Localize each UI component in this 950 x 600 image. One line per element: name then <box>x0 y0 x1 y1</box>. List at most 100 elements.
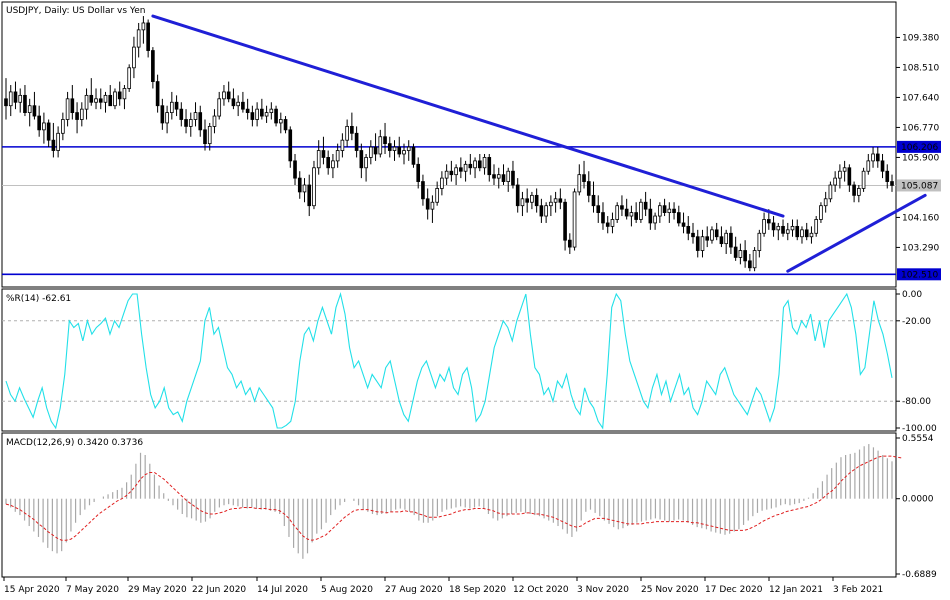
x-tick-label: 12 Jan 2021 <box>769 585 823 595</box>
candle-body <box>615 205 620 220</box>
candle-body <box>828 184 833 200</box>
candle-body <box>288 129 293 162</box>
current-price-tag: 105.087 <box>901 181 938 191</box>
candle-body <box>833 177 837 186</box>
candle-body <box>852 184 856 196</box>
price-axis: 109.380 108.510 107.640 106.770 105.900 104.1… <box>896 33 939 253</box>
macd-title: MACD(12,26,9) 0.3420 0.3736 <box>6 438 143 448</box>
candle-body <box>686 225 691 234</box>
candle-body <box>743 250 747 262</box>
macd-signal-line <box>5 455 902 541</box>
candle-body <box>207 125 212 145</box>
candle-body <box>18 94 23 103</box>
price-tick-label: 105.900 <box>902 153 939 163</box>
candle-body <box>27 105 32 114</box>
candle-body <box>302 184 307 193</box>
candle-body <box>212 115 217 127</box>
candle-body <box>260 108 264 117</box>
candle-body <box>155 81 160 107</box>
candle-body <box>359 150 364 169</box>
trendline-ascending <box>786 193 927 273</box>
candle-body <box>103 94 108 103</box>
candle-body <box>496 174 501 179</box>
candle-body <box>364 157 368 169</box>
candle-body <box>397 146 402 155</box>
candle-body <box>539 205 544 217</box>
candle-body <box>473 160 477 169</box>
candle-body <box>800 229 804 238</box>
x-tick-label: 5 Aug 2020 <box>321 585 373 595</box>
macd-tick-label: -0.6889 <box>902 570 937 580</box>
candle-body <box>766 219 771 224</box>
candle-body <box>482 157 487 169</box>
price-tick-label: 109.380 <box>902 33 939 43</box>
candle-body <box>378 136 383 155</box>
price-reference-lines <box>2 146 896 276</box>
candle-body <box>250 112 255 120</box>
candle-body <box>890 181 894 186</box>
price-pane-frame <box>1 1 897 288</box>
candle-body <box>241 101 245 110</box>
candle-body <box>620 205 624 210</box>
candle-body <box>369 146 373 158</box>
candle-body <box>752 250 757 269</box>
candle-body <box>463 163 468 172</box>
candle-body <box>624 208 629 217</box>
candle-body <box>136 29 141 48</box>
price-tick-label: 108.510 <box>902 63 939 73</box>
candle-body <box>406 146 411 151</box>
candle-body <box>861 170 866 189</box>
candle-body <box>771 222 776 231</box>
candle-body <box>724 232 728 245</box>
price-tick-label: 106.770 <box>902 123 939 133</box>
candle-body <box>553 198 558 203</box>
support-price-tag: 102.510 <box>901 270 938 280</box>
candle-body <box>331 160 335 169</box>
price-tick-label: 104.160 <box>902 213 939 223</box>
candle-body <box>809 232 814 238</box>
candle-body <box>84 94 89 110</box>
candle-body <box>454 167 458 176</box>
candle-body <box>326 157 331 169</box>
x-tick-label: 15 Apr 2020 <box>4 585 60 595</box>
candle-body <box>165 112 169 124</box>
candle-body <box>425 198 430 210</box>
candle-body <box>667 208 672 213</box>
candle-body <box>662 205 667 213</box>
support-price-tag-bg <box>897 268 941 281</box>
candle-body <box>577 174 582 193</box>
candle-body <box>492 174 496 179</box>
candle-body <box>610 219 615 227</box>
wpr-line-layer <box>5 291 893 430</box>
candle-body <box>226 91 231 100</box>
candle-body <box>387 143 392 151</box>
candle-body <box>776 225 781 231</box>
candle-body <box>449 170 454 176</box>
candle-body <box>719 236 724 245</box>
wpr-tick-label: 0.00 <box>902 290 922 300</box>
candle-body <box>515 184 520 207</box>
candle-body <box>146 22 150 51</box>
x-axis: 15 Apr 2020 7 May 2020 29 May 2020 22 Jun 2… <box>3 577 883 595</box>
candle-body <box>293 160 297 179</box>
candle-body <box>255 108 259 120</box>
x-tick-label: 17 Dec 2020 <box>705 585 763 595</box>
candle-body <box>534 194 539 207</box>
candle-body <box>335 150 340 162</box>
candle-body <box>468 163 473 169</box>
candle-body <box>605 222 610 227</box>
candle-body <box>297 177 302 193</box>
candle-body <box>340 139 345 151</box>
candle-body <box>738 250 743 258</box>
candle-body <box>634 212 638 220</box>
candle-body <box>444 170 449 179</box>
candle-body <box>700 236 705 251</box>
candle-body <box>823 198 828 207</box>
candle-body <box>222 91 226 100</box>
candle-body <box>51 139 56 151</box>
candle-body <box>307 184 312 207</box>
price-tick-label: 103.290 <box>902 243 939 253</box>
wpr-line <box>5 291 893 430</box>
candle-body <box>193 112 198 120</box>
candle-body <box>885 170 890 182</box>
